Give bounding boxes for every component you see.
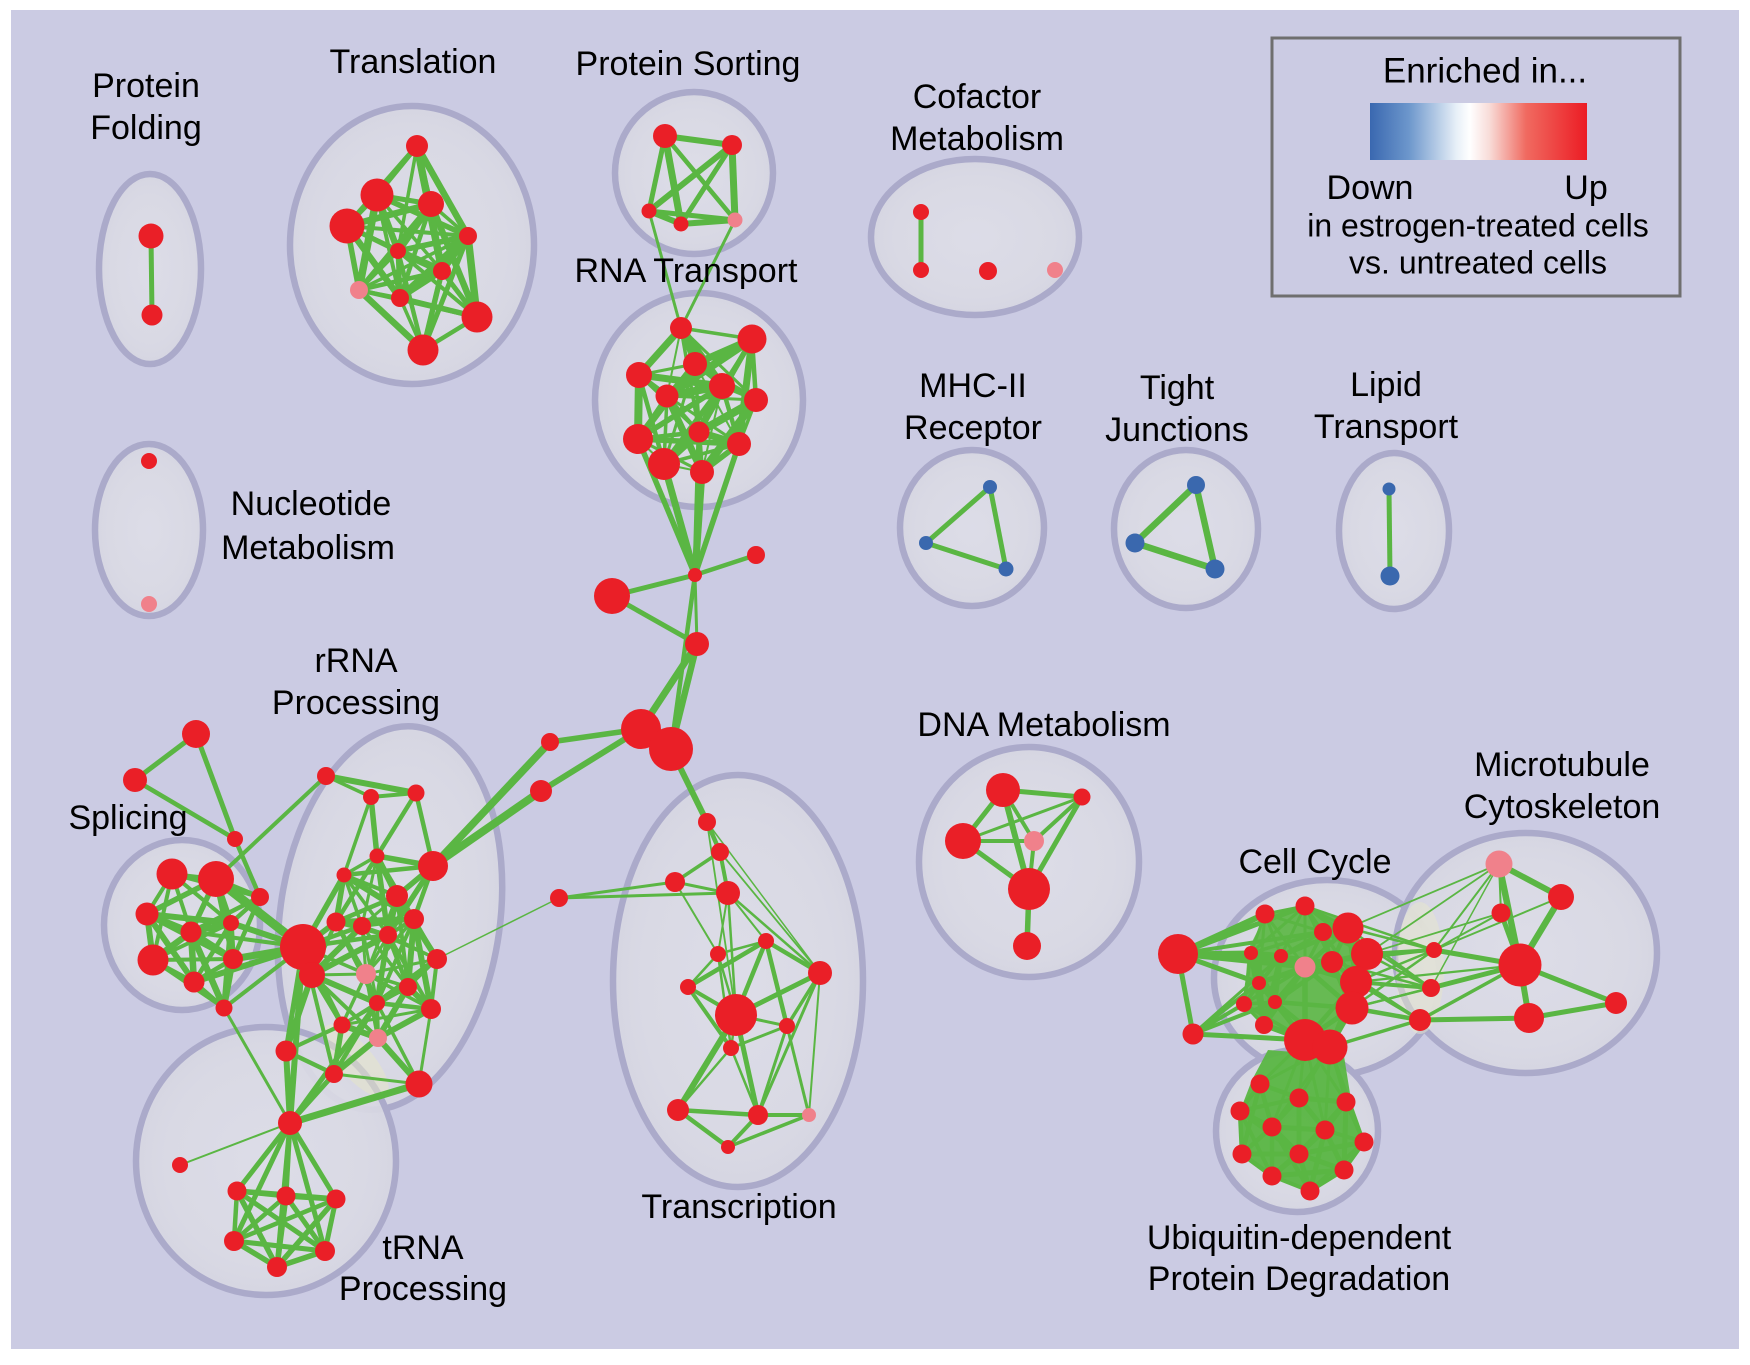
svg-text:Down: Down — [1327, 169, 1414, 207]
svg-text:Ubiquitin-dependent: Ubiquitin-dependent — [1147, 1219, 1452, 1257]
svg-text:Processing: Processing — [339, 1270, 507, 1308]
svg-text:Translation: Translation — [330, 43, 497, 81]
svg-text:Microtubule: Microtubule — [1474, 746, 1650, 784]
svg-text:Receptor: Receptor — [904, 409, 1042, 447]
svg-text:Folding: Folding — [90, 109, 202, 147]
svg-text:vs. untreated cells: vs. untreated cells — [1349, 244, 1607, 280]
svg-text:DNA Metabolism: DNA Metabolism — [917, 706, 1170, 744]
svg-text:Metabolism: Metabolism — [221, 529, 395, 567]
svg-text:Processing: Processing — [272, 684, 440, 722]
svg-text:Enriched in...: Enriched in... — [1383, 51, 1587, 90]
svg-text:Up: Up — [1564, 169, 1607, 207]
svg-text:RNA Transport: RNA Transport — [575, 252, 799, 290]
svg-text:Metabolism: Metabolism — [890, 120, 1064, 158]
svg-text:Lipid: Lipid — [1350, 366, 1422, 404]
svg-text:rRNA: rRNA — [314, 642, 397, 680]
svg-text:tRNA: tRNA — [382, 1229, 464, 1267]
svg-text:Cofactor: Cofactor — [913, 78, 1042, 116]
svg-text:Transcription: Transcription — [641, 1188, 836, 1226]
svg-text:Transport: Transport — [1314, 408, 1459, 446]
svg-text:Protein: Protein — [92, 67, 200, 105]
svg-text:Cytoskeleton: Cytoskeleton — [1464, 788, 1661, 826]
svg-text:Cell Cycle: Cell Cycle — [1238, 843, 1391, 881]
svg-text:in estrogen-treated cells: in estrogen-treated cells — [1307, 207, 1649, 243]
svg-text:Junctions: Junctions — [1105, 411, 1249, 449]
svg-text:Tight: Tight — [1140, 369, 1215, 407]
svg-text:Protein Degradation: Protein Degradation — [1148, 1260, 1450, 1298]
svg-text:Nucleotide: Nucleotide — [231, 485, 392, 523]
svg-text:Protein Sorting: Protein Sorting — [576, 45, 801, 83]
svg-text:MHC-II: MHC-II — [919, 367, 1027, 405]
svg-text:Splicing: Splicing — [68, 799, 187, 837]
